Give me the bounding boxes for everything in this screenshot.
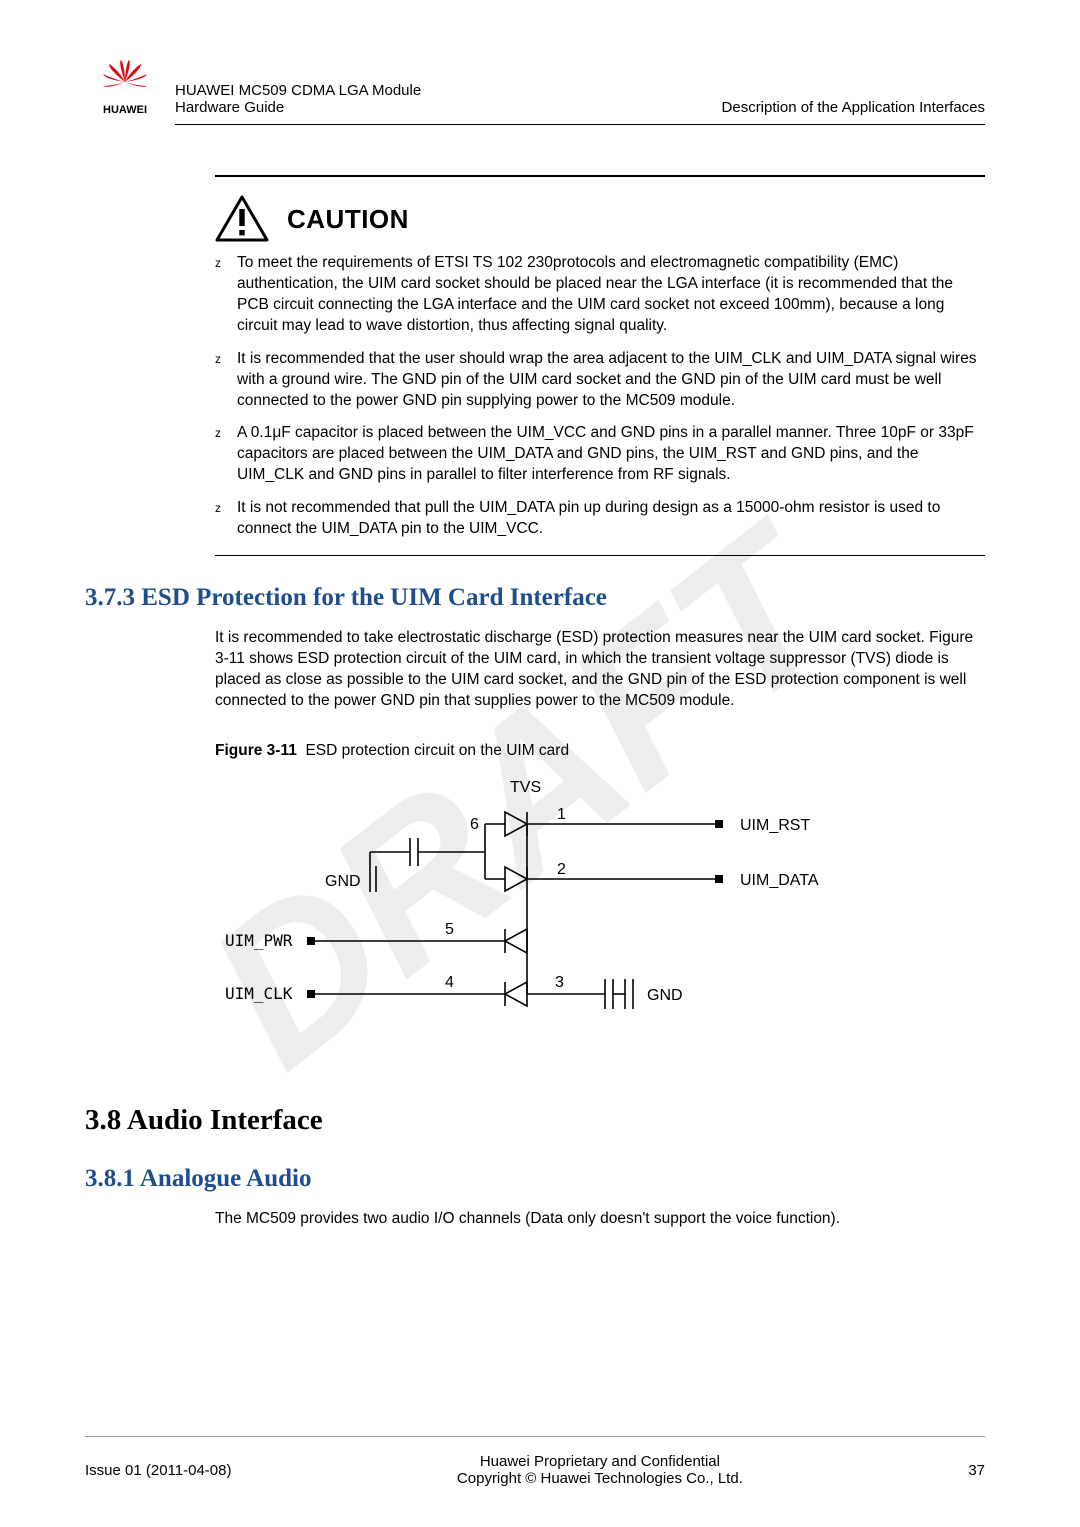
label-tvs: TVS [510, 779, 541, 796]
label-uim-data: UIM_DATA [740, 872, 819, 889]
paragraph-381: The MC509 provides two audio I/O channel… [215, 1209, 985, 1230]
label-3: 3 [555, 974, 564, 991]
heading-373: 3.7.3 ESD Protection for the UIM Card In… [85, 584, 985, 612]
paragraph-373: It is recommended to take electrostatic … [215, 628, 985, 712]
label-6: 6 [470, 816, 479, 833]
label-uim-pwr: UIM_PWR [225, 931, 293, 950]
doc-title-1: HUAWEI MC509 CDMA LGA Module [175, 82, 421, 99]
caution-label: CAUTION [287, 204, 409, 235]
label-gnd-right: GND [647, 987, 683, 1004]
caution-item: To meet the requirements of ETSI TS 102 … [237, 253, 985, 337]
footer-page-number: 37 [968, 1462, 985, 1479]
footer-left: Issue 01 (2011-04-08) [85, 1462, 231, 1479]
heading-381: 3.8.1 Analogue Audio [85, 1165, 985, 1193]
huawei-logo-icon [101, 60, 149, 102]
figure-caption-text: ESD protection circuit on the UIM card [305, 742, 569, 759]
footer-center-1: Huawei Proprietary and Confidential [231, 1453, 968, 1470]
figure-caption: Figure 3-11 ESD protection circuit on th… [215, 742, 985, 760]
footer-center-2: Copyright © Huawei Technologies Co., Ltd… [231, 1470, 968, 1487]
label-uim-rst: UIM_RST [740, 817, 810, 834]
figure-label: Figure 3-11 [215, 742, 297, 759]
label-gnd-left: GND [325, 873, 361, 890]
doc-title-2: Hardware Guide [175, 99, 421, 116]
label-uim-clk: UIM_CLK [225, 984, 293, 1003]
header-right: Description of the Application Interface… [722, 99, 985, 116]
caution-block: CAUTION zTo meet the requirements of ETS… [215, 175, 985, 556]
logo-text: HUAWEI [103, 104, 147, 116]
page-header: HUAWEI HUAWEI MC509 CDMA LGA Module Hard… [85, 60, 985, 116]
caution-item: A 0.1μF capacitor is placed between the … [237, 423, 985, 486]
figure-esd-circuit: TVS 6 1 UIM_RST 2 UIM_DATA [215, 774, 875, 1049]
label-5: 5 [445, 921, 454, 938]
footer-rule [85, 1436, 985, 1437]
caution-list: zTo meet the requirements of ETSI TS 102… [215, 253, 985, 540]
caution-item: It is recommended that the user should w… [237, 349, 985, 412]
label-4: 4 [445, 974, 454, 991]
label-2: 2 [557, 861, 566, 878]
header-left: HUAWEI MC509 CDMA LGA Module Hardware Gu… [175, 82, 421, 116]
caution-icon [215, 195, 269, 243]
logo: HUAWEI [85, 60, 165, 116]
caution-item: It is not recommended that pull the UIM_… [237, 498, 985, 540]
page-footer: Issue 01 (2011-04-08) Huawei Proprietary… [85, 1453, 985, 1487]
header-rule [175, 124, 985, 125]
label-1: 1 [557, 806, 566, 823]
heading-38: 3.8 Audio Interface [85, 1104, 985, 1137]
